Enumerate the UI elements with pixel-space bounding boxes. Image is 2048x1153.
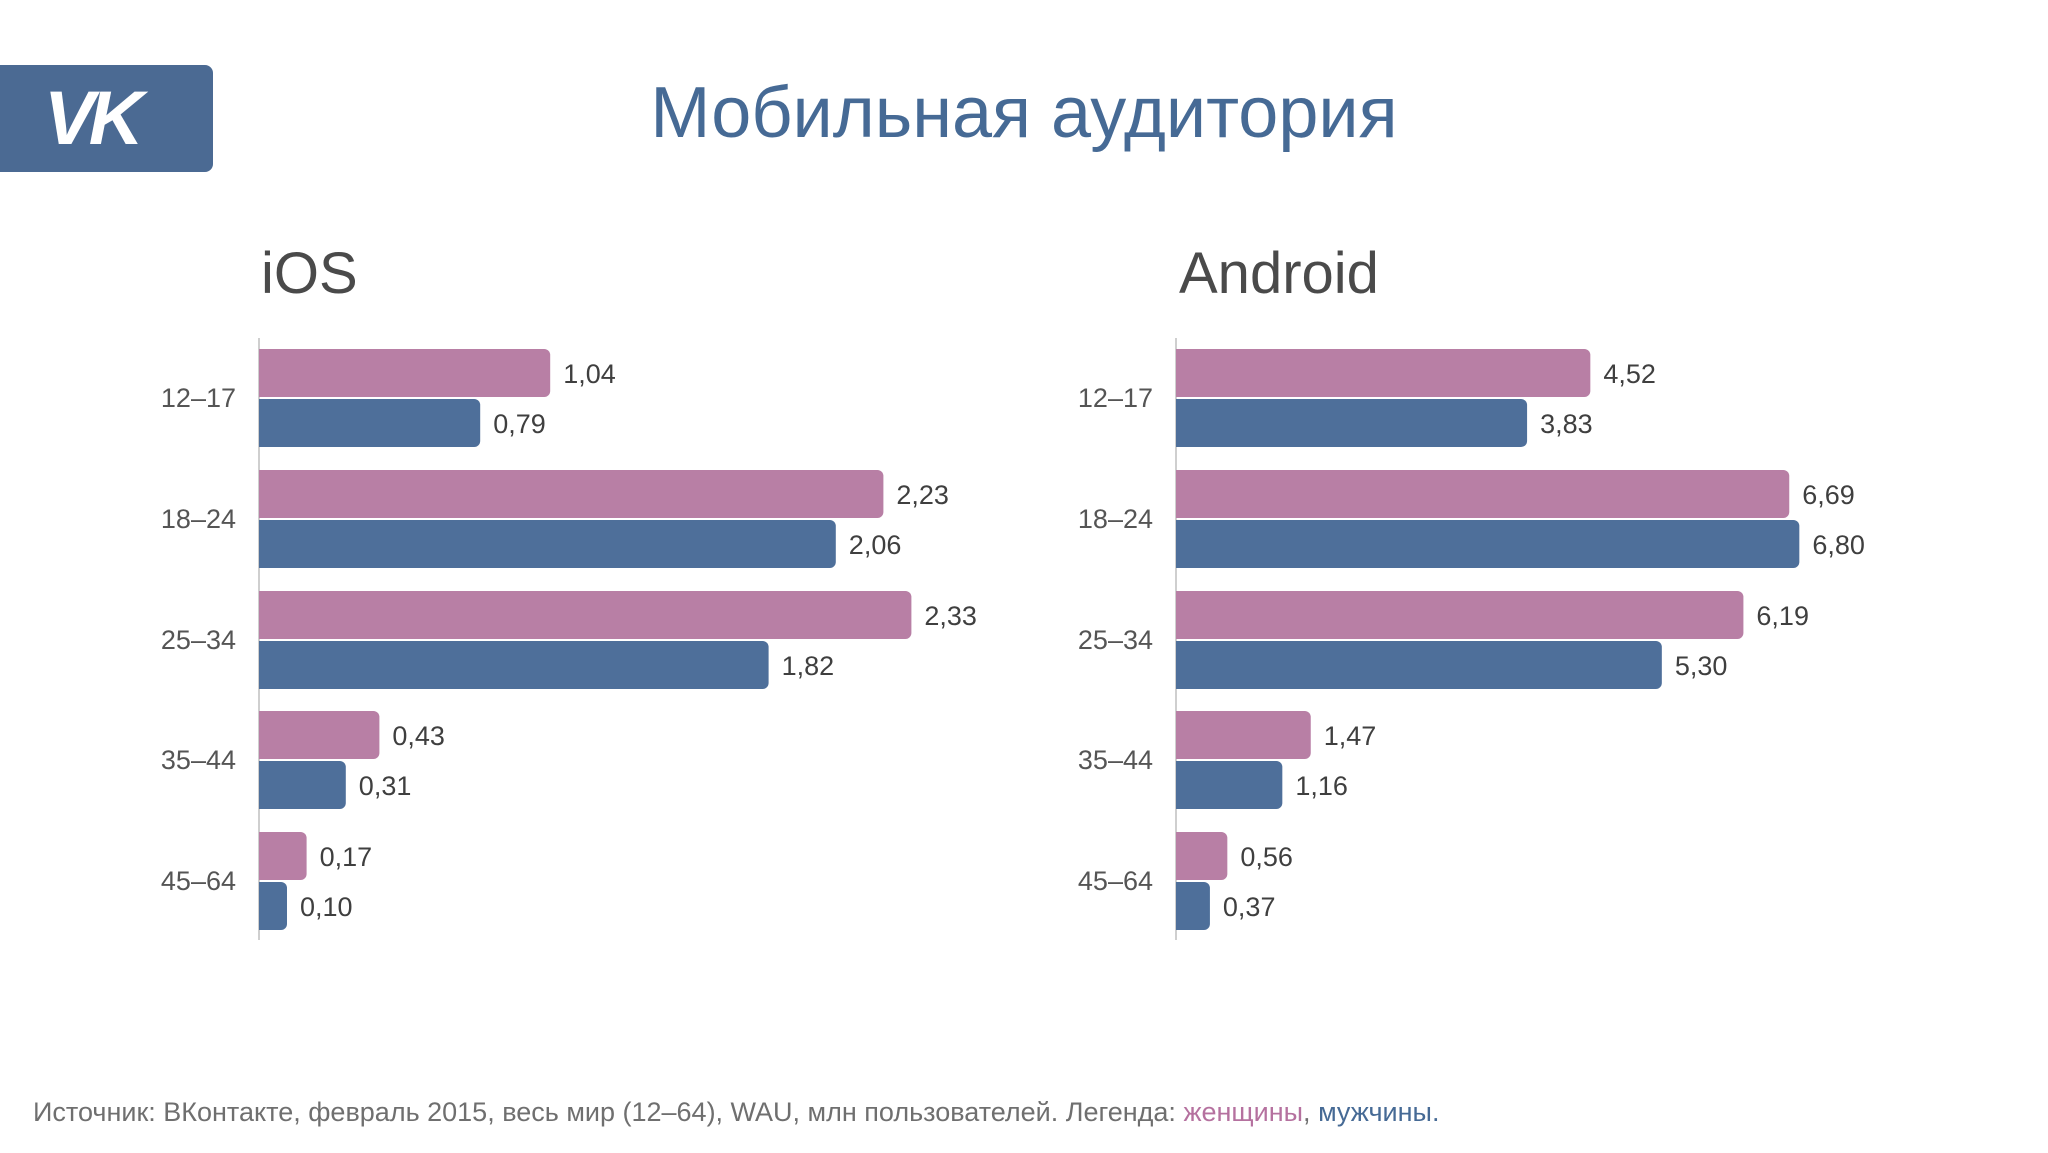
ios-bar-women [259,832,307,880]
ios-bar-edge-men [259,641,267,689]
ios-bar-edge-men [259,882,267,930]
ios-value-label-women: 0,17 [320,842,373,872]
ios-bar-women [259,470,884,518]
ios-bar-edge-women [259,832,267,880]
android-bar-men [1176,641,1662,689]
ios-bar-edge-men [259,520,267,568]
ios-bar-edge-women [259,711,267,759]
android-category-label: 45–64 [1078,866,1153,896]
android-bar-edge-women [1176,711,1184,759]
ios-value-label-men: 0,79 [493,409,546,439]
ios-value-label-women: 0,43 [392,721,445,751]
android-value-label-women: 0,56 [1240,842,1293,872]
android-value-label-women: 1,47 [1324,721,1377,751]
ios-bar-women [259,349,551,397]
android-bar-men [1176,399,1528,447]
android-bar-edge-men [1176,761,1184,809]
source-text: Источник: ВКонтакте, февраль 2015, весь … [33,1097,1184,1127]
android-bar-edge-women [1176,349,1184,397]
android-bar-men [1176,882,1210,930]
ios-value-label-men: 1,82 [782,651,835,681]
ios-category-label: 25–34 [161,625,236,655]
ios-bar-edge-men [259,399,267,447]
android-value-label-men: 0,37 [1223,892,1276,922]
vk-logo-text: VK [44,76,144,161]
android-category-label: 35–44 [1078,745,1153,775]
ios-bar-men [259,641,769,689]
android-bar-edge-men [1176,641,1184,689]
android-bar-men [1176,761,1283,809]
legend-women: женщины [1183,1097,1304,1127]
android-bar-edge-women [1176,470,1184,518]
android-chart-title: Android [1179,241,1379,306]
legend-men: мужчины [1318,1097,1432,1127]
android-bar-women [1176,349,1591,397]
android-bar-women [1176,832,1228,880]
ios-value-label-men: 0,31 [359,771,412,801]
ios-category-label: 18–24 [161,504,236,534]
android-value-label-men: 3,83 [1540,409,1593,439]
android-value-label-women: 4,52 [1603,359,1656,389]
android-value-label-men: 5,30 [1675,651,1728,681]
android-category-label: 12–17 [1078,383,1153,413]
vk-logo: VK [0,65,213,172]
legend-separator: , [1303,1097,1319,1127]
android-category-label: 18–24 [1078,504,1153,534]
android-value-label-men: 6,80 [1812,530,1865,560]
ios-bar-women [259,711,380,759]
ios-category-label: 45–64 [161,866,236,896]
ios-bar-men [259,520,836,568]
android-bar-edge-women [1176,591,1184,639]
ios-bar-edge-women [259,591,267,639]
source-footnote: Источник: ВКонтакте, февраль 2015, весь … [33,1097,1439,1128]
ios-bar-edge-women [259,349,267,397]
android-bar-edge-men [1176,399,1184,447]
ios-bar-men [259,399,481,447]
android-value-label-men: 1,16 [1295,771,1348,801]
android-category-label: 25–34 [1078,625,1153,655]
android-bar-women [1176,711,1311,759]
android-bar-edge-women [1176,832,1184,880]
ios-bar-edge-women [259,470,267,518]
ios-bar-men [259,761,346,809]
page-title: Мобильная аудитория [0,72,2048,154]
ios-value-label-men: 2,06 [849,530,902,560]
android-bar-women [1176,591,1744,639]
ios-bar-edge-men [259,761,267,809]
android-value-label-women: 6,69 [1802,480,1855,510]
ios-chart-title: iOS [261,241,358,306]
ios-value-label-women: 2,33 [924,601,977,631]
android-bar-women [1176,470,1790,518]
ios-value-label-women: 2,23 [896,480,949,510]
legend-end: . [1431,1097,1440,1127]
android-value-label-women: 6,19 [1756,601,1809,631]
android-bar-men [1176,520,1800,568]
ios-value-label-women: 1,04 [563,359,616,389]
android-bar-edge-men [1176,882,1184,930]
page-title-text: Мобильная аудитория [650,73,1398,153]
ios-category-label: 12–17 [161,383,236,413]
android-bar-edge-men [1176,520,1184,568]
ios-value-label-men: 0,10 [300,892,353,922]
ios-bar-women [259,591,912,639]
ios-category-label: 35–44 [161,745,236,775]
